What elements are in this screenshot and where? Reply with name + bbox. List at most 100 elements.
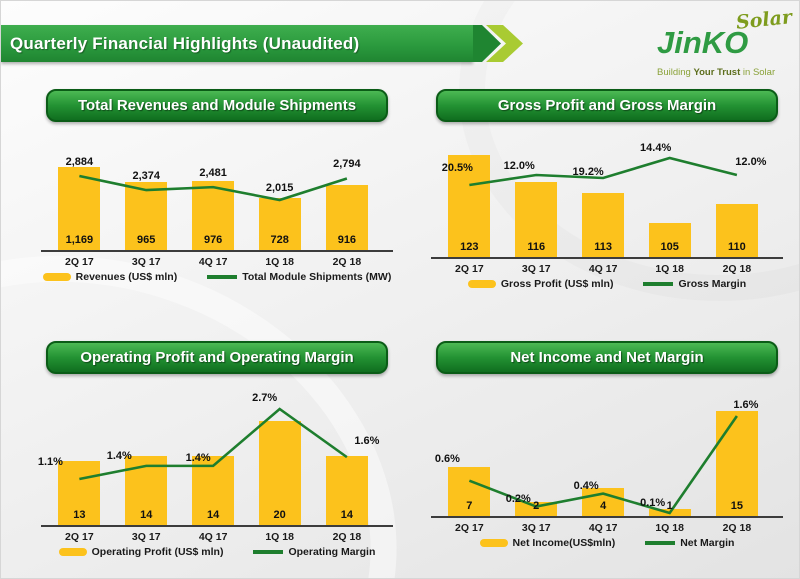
legend-label: Net Income(US$mln): [512, 537, 616, 549]
bar-value-label: 1,169: [65, 234, 94, 246]
x-axis-label: 3Q 17: [131, 531, 161, 543]
x-axis-label: 2Q 17: [65, 531, 94, 543]
bar-value-label: 965: [137, 234, 156, 246]
bar-4Q17: [192, 456, 235, 525]
bar-value-label: 728: [270, 234, 289, 246]
line-value-label: 0.2%: [505, 492, 531, 505]
line-value-label: 19.2%: [572, 166, 604, 178]
x-axis-labels: 2Q 17 3Q 17 4Q 17 1Q 18 2Q 18: [41, 252, 393, 269]
x-axis: [431, 516, 783, 518]
x-axis-labels: 2Q 17 3Q 17 4Q 17 1Q 18 2Q 18: [41, 527, 393, 544]
line-value-label: 1.4%: [185, 451, 211, 464]
bar-swatch-icon: [58, 548, 87, 556]
x-axis-label: 3Q 17: [521, 263, 551, 275]
line-value-label: 0.6%: [434, 452, 460, 465]
x-axis: [431, 257, 783, 259]
bar-value-label: 14: [207, 509, 220, 521]
bar-4Q17: [192, 181, 235, 250]
x-axis: [41, 525, 393, 527]
legend-item-bar: Net Income(US$mln): [479, 537, 616, 549]
legend-item-line: Operating Margin: [253, 546, 375, 558]
trend-line: [469, 156, 738, 187]
line-value-label: 2.7%: [252, 392, 278, 404]
line-value-label: 1.6%: [354, 435, 380, 448]
x-axis-label: 1Q 18: [655, 263, 684, 275]
chart-panel-gross-profit-margin: Gross Profit and Gross Margin 123 116 113 1…: [431, 87, 783, 290]
line-value-label: 12.0%: [503, 160, 535, 172]
logo-tagline: Building Your Trust in Solar: [657, 67, 776, 78]
legend-item-bar: Operating Profit (US$ mln): [58, 546, 224, 558]
line-value-label: 2,015: [265, 182, 294, 194]
chart-legend: Operating Profit (US$ mln) Operating Marg…: [41, 546, 393, 558]
chart-legend: Gross Profit (US$ mln) Gross Margin: [431, 278, 783, 290]
chart-plot: 123 116 113 105 110 20.5% 12.0% 19.2% 14.4% 12.0%: [431, 141, 783, 257]
line-value-label: 2,481: [199, 167, 227, 180]
bar-value-label: 14: [140, 509, 153, 521]
header-banner: Quarterly Financial Highlights (Unaudite…: [1, 25, 473, 62]
chart-panel-revenues-shipments: Total Revenues and Module Shipments 1,16…: [41, 87, 393, 283]
page-title: Quarterly Financial Highlights (Unaudite…: [10, 34, 360, 53]
legend-item-line: Gross Margin: [643, 278, 746, 290]
line-swatch-icon: [253, 550, 284, 554]
chart-panel-net-income-margin: Net Income and Net Margin 7 2 4 1 15 0.6% 0.2%…: [431, 339, 783, 549]
legend-label: Operating Profit (US$ mln): [91, 546, 224, 558]
bar-1Q18: [258, 421, 301, 525]
line-value-label: 1.1%: [37, 456, 63, 468]
x-axis-label: 3Q 17: [521, 522, 551, 534]
chart-title-pill: Total Revenues and Module Shipments: [46, 89, 388, 122]
line-value-label: 20.5%: [441, 162, 473, 174]
logo-brand-text: JinKO: [657, 25, 749, 60]
trend-line: [79, 407, 348, 481]
bar-value-label: 13: [73, 509, 86, 521]
chart-title-pill: Gross Profit and Gross Margin: [436, 89, 778, 122]
bar-value-label: 15: [730, 500, 743, 512]
x-axis-label: 2Q 18: [722, 263, 752, 275]
bar-value-label: 110: [728, 241, 746, 253]
x-axis-label: 1Q 18: [265, 256, 294, 268]
x-axis-labels: 2Q 17 3Q 17 4Q 17 1Q 18 2Q 18: [431, 518, 783, 535]
legend-label: Gross Profit (US$ mln): [500, 278, 614, 290]
legend-label: Revenues (US$ mln): [75, 271, 178, 283]
bar-value-label: 4: [600, 500, 607, 512]
chart-plot: 13 14 14 20 14 1.1% 1.4% 1.4% 2.7% 1.6%: [37, 390, 393, 525]
line-value-label: 0.1%: [640, 497, 666, 509]
bar-2Q17: [448, 155, 491, 257]
bar-value-label: 113: [594, 241, 612, 253]
line-value-label: 2,374: [132, 170, 160, 183]
bar-2Q18: [325, 185, 368, 250]
line-swatch-icon: [645, 541, 676, 545]
bar-2Q17: [58, 167, 101, 250]
x-axis-label: 1Q 18: [265, 531, 294, 543]
line-value-label: 14.4%: [640, 142, 672, 154]
bar-value-label: 916: [337, 234, 357, 246]
bar-value-label: 123: [460, 241, 479, 253]
bar-value-label: 1: [666, 500, 673, 512]
legend-item-line: Net Margin: [645, 537, 734, 549]
bar-value-label: 14: [340, 509, 353, 521]
x-axis-label: 3Q 17: [131, 256, 161, 268]
bar-2Q18: [325, 456, 368, 525]
bar-value-label: 976: [203, 234, 223, 246]
line-value-label: 2,794: [333, 158, 361, 171]
x-axis-labels: 2Q 17 3Q 17 4Q 17 1Q 18 2Q 18: [431, 259, 783, 276]
x-axis-label: 4Q 17: [198, 531, 228, 543]
chart-plot: 1,169 965 976 728 916 2,884 2,374 2,481 2,015 2,7…: [41, 148, 393, 250]
x-axis: [41, 250, 393, 252]
legend-label: Operating Margin: [288, 546, 376, 558]
x-axis-label: 2Q 17: [65, 256, 94, 268]
legend-label: Gross Margin: [678, 278, 747, 290]
line-value-label: 0.4%: [573, 479, 599, 492]
chart-title-pill: Operating Profit and Operating Margin: [46, 341, 388, 374]
legend-item-line: Total Module Shipments (MW): [207, 271, 391, 283]
bar-2Q17: [448, 467, 491, 516]
x-axis-label: 2Q 18: [722, 522, 752, 534]
line-value-label: 12.0%: [735, 156, 767, 168]
bar-value-label: 116: [527, 241, 546, 253]
line-swatch-icon: [207, 275, 238, 279]
bar-value-label: 7: [466, 500, 473, 512]
bar-1Q18: [258, 198, 301, 250]
x-axis-label: 1Q 18: [655, 522, 684, 534]
bar-1Q18: [648, 223, 691, 257]
chart-plot: 7 2 4 1 15 0.6% 0.2% 0.4% 0.1% 1.6%: [431, 398, 783, 516]
